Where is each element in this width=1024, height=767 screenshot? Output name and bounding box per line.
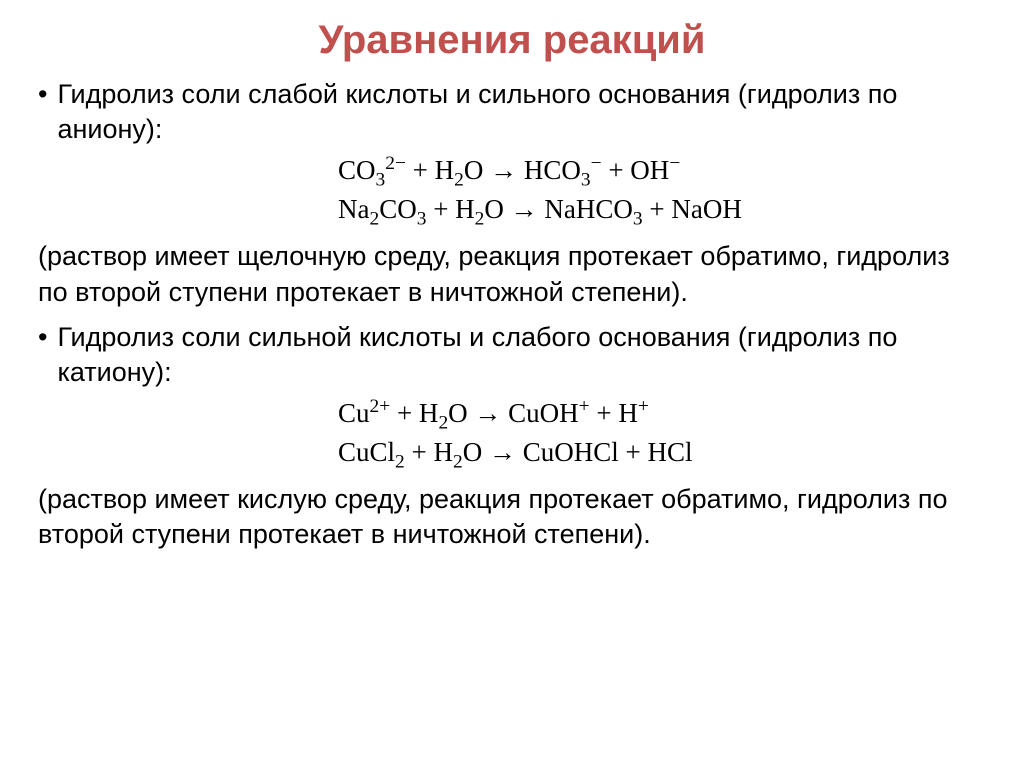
bullet-marker: • — [38, 320, 47, 355]
equation-1-molecular: Na2CO3 + H2O → NaHCO3 + NaOH — [338, 190, 986, 229]
equation-2-molecular: CuCl2 + H2O → CuOHCl + HCl — [338, 433, 986, 472]
bullet-item-1: • Гидролиз соли слабой кислоты и сильног… — [38, 77, 986, 147]
bullet-marker: • — [38, 77, 47, 112]
paren-note-2: (раствор имеет кислую среду, реакция про… — [38, 482, 986, 552]
bullet-text-1: Гидролиз соли слабой кислоты и сильного … — [57, 77, 986, 147]
equation-1-ionic: CO32− + H2O → HCO3− + OH− — [338, 151, 986, 190]
equations-block-1: CO32− + H2O → HCO3− + OH− Na2CO3 + H2O →… — [338, 151, 986, 229]
bullet-text-2: Гидролиз соли сильной кислоты и слабого … — [57, 320, 986, 390]
bullet-item-2: • Гидролиз соли сильной кислоты и слабог… — [38, 320, 986, 390]
slide-title: Уравнения реакций — [38, 18, 986, 63]
equation-2-ionic: Cu2+ + H2O → CuOH+ + H+ — [338, 394, 986, 433]
equations-block-2: Cu2+ + H2O → CuOH+ + H+ CuCl2 + H2O → Cu… — [338, 394, 986, 472]
paren-note-1: (раствор имеет щелочную среду, реакция п… — [38, 239, 986, 309]
